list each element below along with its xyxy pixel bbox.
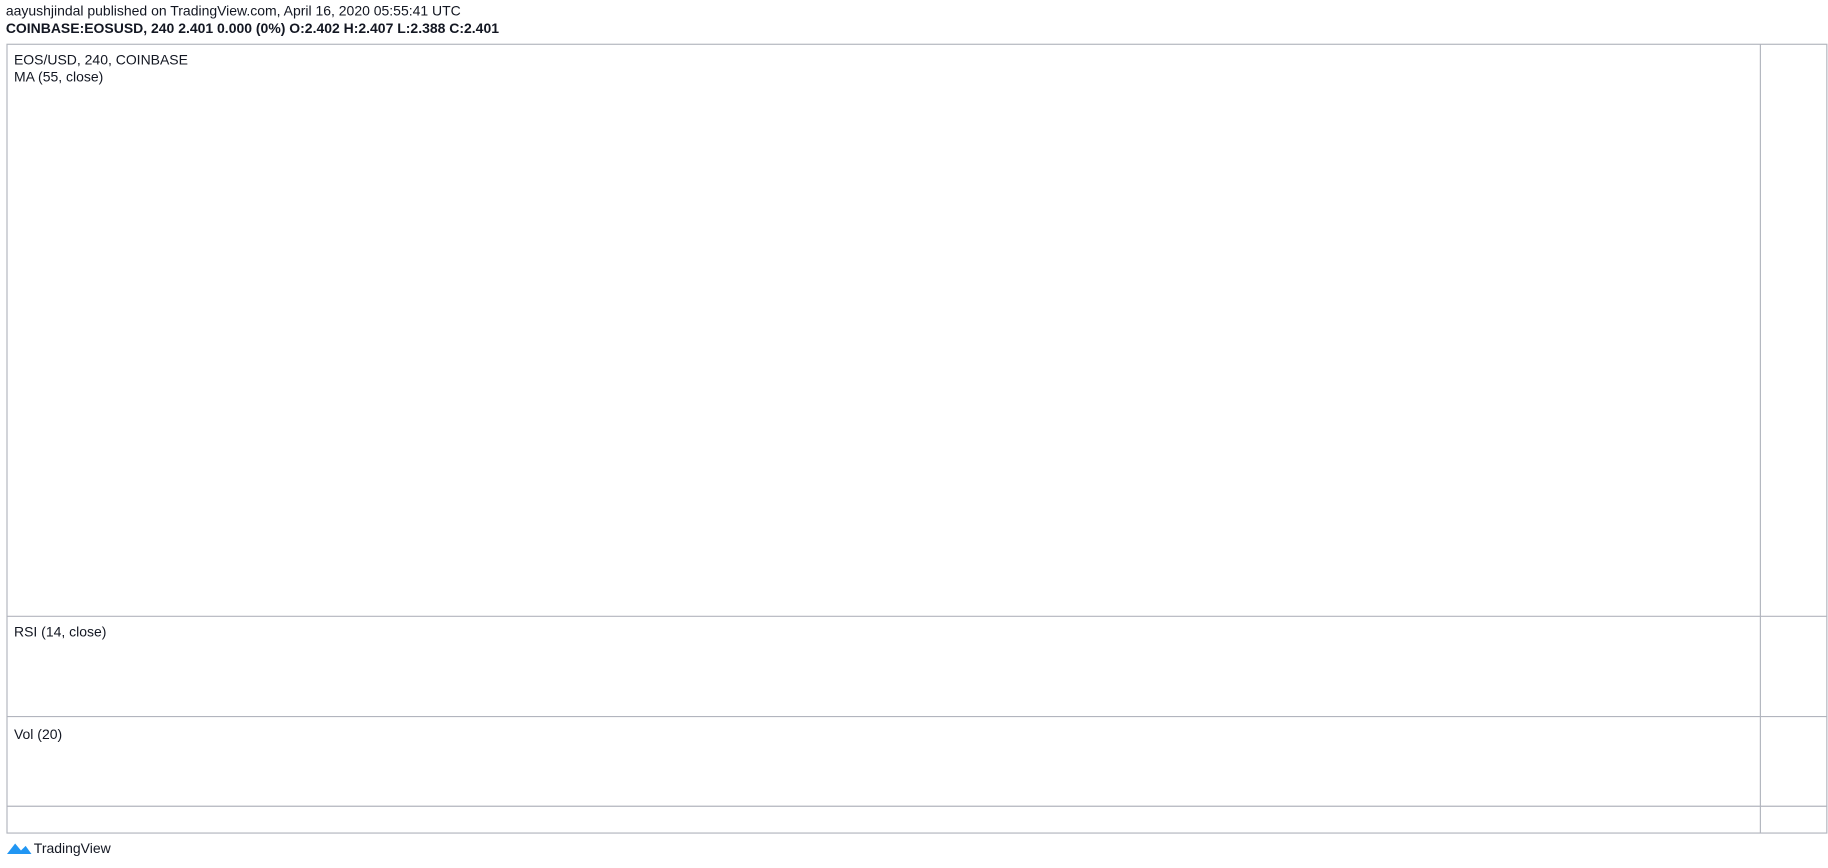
- indicator-title: MA (55, close): [14, 69, 103, 85]
- rsi-title: RSI (14, close): [14, 623, 106, 639]
- frame: [6, 43, 1828, 834]
- symbol-line: COINBASE:EOSUSD, 240 2.401 0.000 (0%) O:…: [6, 20, 499, 36]
- publisher-line: aayushjindal published on TradingView.co…: [6, 2, 461, 18]
- brand: TradingView: [34, 840, 112, 856]
- brand-logo: [6, 843, 32, 855]
- pane-title: EOS/USD, 240, COINBASE: [14, 51, 188, 67]
- volume-title: Vol (20): [14, 726, 62, 742]
